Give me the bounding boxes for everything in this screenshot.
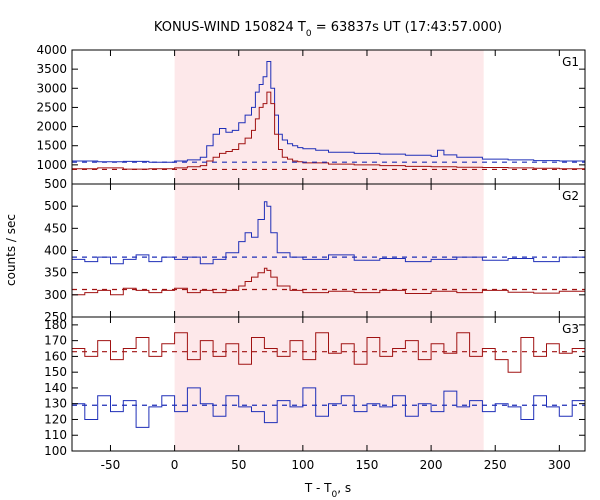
panel-data — [72, 332, 585, 428]
y-tick-label: 160 — [44, 349, 67, 363]
y-tick-label: 300 — [44, 288, 67, 302]
y-tick-label: 500 — [44, 177, 67, 191]
y-tick-label: 1500 — [36, 139, 67, 153]
x-tick-label: 50 — [231, 458, 246, 472]
panel-label: G3 — [562, 322, 579, 336]
series-red-step-g2 — [72, 267, 585, 296]
y-tick-label: 2000 — [36, 120, 67, 134]
y-tick-label: 3000 — [36, 81, 67, 95]
shaded-interval — [174, 317, 484, 451]
panel-g1: 500 1000 1500 2000 2500 3000 3500 4000 G1 — [36, 43, 586, 191]
panel-data — [72, 61, 585, 171]
x-tick-label: 250 — [484, 458, 507, 472]
x-tick-label: -50 — [101, 458, 121, 472]
y-tick-label: 150 — [44, 365, 67, 379]
series-blue-step-g1 — [72, 61, 585, 163]
x-tick-label: 300 — [548, 458, 571, 472]
series-red-step-g3 — [72, 332, 585, 373]
x-tick-label: 200 — [420, 458, 443, 472]
y-tick-label: 2500 — [36, 100, 67, 114]
x-tick-label: 150 — [356, 458, 379, 472]
x-tick-label: 0 — [171, 458, 179, 472]
y-tick-label: 100 — [44, 444, 67, 458]
shaded-interval — [174, 184, 484, 317]
series-blue-step-g3 — [72, 387, 585, 428]
y-tick-label: 3500 — [36, 62, 67, 76]
y-tick-label: 110 — [44, 428, 67, 442]
x-axis-label: T - T0, s — [304, 481, 351, 500]
y-tick-label: 500 — [44, 199, 67, 213]
y-tick-label: 140 — [44, 381, 67, 395]
series-red-step-g1 — [72, 91, 585, 170]
y-tick-label: 180 — [44, 318, 67, 332]
panel-label: G2 — [562, 189, 579, 203]
y-axis-label: counts / sec — [4, 214, 18, 286]
chart-title: KONUS-WIND 150824 T0 = 63837s UT (17:43:… — [154, 20, 502, 39]
y-tick-label: 170 — [44, 334, 67, 348]
y-tick-label: 1000 — [36, 158, 67, 172]
panel-layer: 5001000150020002500300035004000G12503003… — [36, 43, 586, 472]
y-tick-label: 120 — [44, 412, 67, 426]
panel-frame — [71, 316, 586, 452]
series-blue-step-g2 — [72, 201, 585, 265]
y-tick-label: 350 — [44, 266, 67, 280]
panel-g2: 250 300 350 400 450 500 G2 — [44, 183, 586, 324]
y-tick-label: 450 — [44, 221, 67, 235]
y-tick-label: 4000 — [36, 43, 67, 57]
y-tick-label: 130 — [44, 397, 67, 411]
y-tick-label: 400 — [44, 244, 67, 258]
panel-label: G1 — [562, 55, 579, 69]
panel-data — [72, 201, 585, 296]
x-tick-label: 100 — [291, 458, 314, 472]
y-tick-label: 250 — [44, 310, 67, 324]
